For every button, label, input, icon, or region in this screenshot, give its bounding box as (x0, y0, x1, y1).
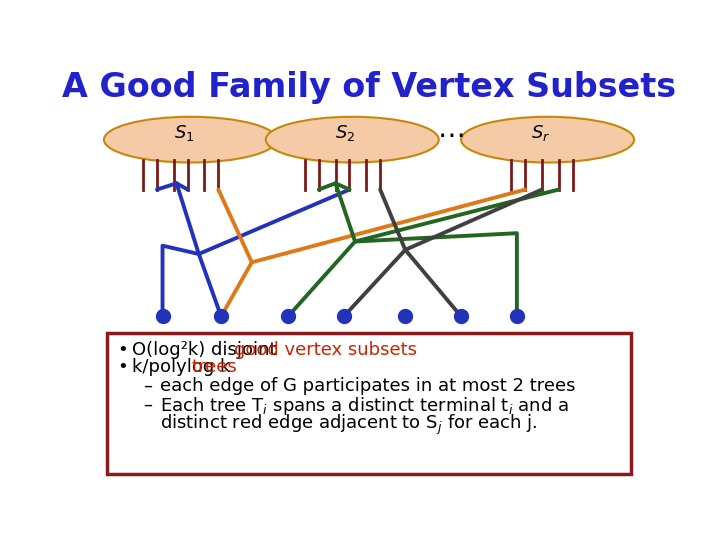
Ellipse shape (104, 117, 277, 163)
Text: good vertex subsets: good vertex subsets (234, 341, 417, 359)
Text: A Good Family of Vertex Subsets: A Good Family of Vertex Subsets (62, 71, 676, 104)
Text: Each tree T$_i$ spans a distinct terminal t$_i$ and a: Each tree T$_i$ spans a distinct termina… (160, 395, 569, 417)
Text: $S_{r}$: $S_{r}$ (531, 124, 551, 144)
Text: •: • (117, 358, 127, 376)
Text: O(log²k) disjoint: O(log²k) disjoint (132, 341, 282, 359)
Text: k/polylog k: k/polylog k (132, 358, 236, 376)
Text: each edge of G participates in at most 2 trees: each edge of G participates in at most 2… (160, 377, 575, 395)
Text: trees: trees (192, 358, 238, 376)
Text: distinct red edge adjacent to S$_j$ for each j.: distinct red edge adjacent to S$_j$ for … (160, 413, 537, 437)
Text: $S_{1}$: $S_{1}$ (174, 124, 194, 144)
Text: $\cdots$: $\cdots$ (436, 120, 463, 148)
Text: –: – (143, 377, 152, 395)
Text: –: – (143, 395, 152, 413)
Text: $S_{2}$: $S_{2}$ (336, 124, 356, 144)
Text: •: • (117, 341, 127, 359)
Ellipse shape (461, 117, 634, 163)
FancyBboxPatch shape (107, 333, 631, 474)
Ellipse shape (266, 117, 438, 163)
